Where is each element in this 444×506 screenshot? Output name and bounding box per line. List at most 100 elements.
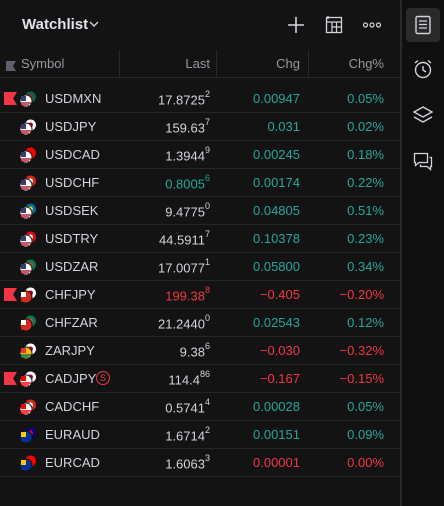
last-price-main: 1.6063 bbox=[165, 456, 205, 472]
currency-flag-icon bbox=[19, 147, 37, 164]
symbol-label: CADCHF bbox=[45, 399, 100, 414]
chat-icon[interactable] bbox=[406, 144, 440, 178]
change-value: 0.00245 bbox=[253, 147, 300, 162]
change-value: 0.02543 bbox=[253, 315, 300, 330]
plus-icon[interactable] bbox=[285, 14, 307, 36]
last-price-pip: 1 bbox=[204, 257, 210, 267]
last-price-pip: 2 bbox=[204, 425, 210, 435]
change-percent: 0.05% bbox=[347, 91, 384, 106]
change-percent: 0.09% bbox=[347, 427, 384, 442]
watchlist-row[interactable]: EURAUD 1.67142 0.00151 0.09% bbox=[0, 421, 400, 449]
last-price-main: 1.6714 bbox=[165, 428, 205, 444]
last-price: 1.39449 bbox=[165, 145, 210, 164]
currency-flag-icon bbox=[19, 175, 37, 192]
column-header-row: Symbol Last Chg Chg% bbox=[0, 50, 400, 78]
last-price-main: 1.3944 bbox=[165, 148, 205, 164]
last-price: 0.80056 bbox=[165, 173, 210, 192]
currency-flag-icon bbox=[19, 399, 37, 416]
change-percent: 0.18% bbox=[347, 147, 384, 162]
last-price-main: 17.8725 bbox=[157, 92, 205, 108]
last-price: 159.637 bbox=[165, 117, 210, 135]
change-value: 0.05800 bbox=[253, 259, 300, 274]
column-divider[interactable] bbox=[119, 50, 120, 78]
column-divider[interactable] bbox=[308, 50, 309, 78]
change-percent: −0.32% bbox=[339, 343, 384, 358]
panel-divider[interactable] bbox=[400, 0, 402, 506]
currency-flag-icon bbox=[19, 371, 37, 388]
watchlist-header: Watchlist bbox=[0, 0, 400, 50]
last-price-pip: 3 bbox=[204, 453, 210, 463]
change-value: 0.031 bbox=[267, 119, 300, 134]
change-value: 0.00028 bbox=[253, 399, 300, 414]
last-price-main: 9.38 bbox=[179, 344, 205, 360]
symbol-label: ZARJPY bbox=[45, 343, 95, 358]
change-value: 0.00947 bbox=[253, 91, 300, 106]
column-header-last[interactable]: Last bbox=[185, 56, 210, 71]
advanced-view-icon[interactable] bbox=[323, 14, 345, 36]
change-percent: 0.00% bbox=[347, 455, 384, 470]
last-price: 0.57414 bbox=[165, 397, 210, 416]
watchlist-row[interactable]: USDJPY 159.637 0.031 0.02% bbox=[0, 113, 400, 141]
last-price: 21.24400 bbox=[157, 313, 210, 332]
last-price: 17.00771 bbox=[158, 257, 210, 275]
layers-icon[interactable] bbox=[406, 98, 440, 132]
watchlist-row[interactable]: CHFJPY 199.388 −0.405 −0.20% bbox=[0, 281, 400, 309]
watchlist-row[interactable]: CADCHF 0.57414 0.00028 0.05% bbox=[0, 393, 400, 421]
last-price: 1.67142 bbox=[165, 425, 210, 444]
watchlist-row[interactable]: CHFZAR 21.24400 0.02543 0.12% bbox=[0, 309, 400, 337]
watchlist-row[interactable]: USDCAD 1.39449 0.00245 0.18% bbox=[0, 141, 400, 169]
column-header-chg[interactable]: Chg bbox=[276, 56, 300, 71]
last-price-main: 44.5911 bbox=[158, 232, 205, 248]
flag-marker-icon[interactable] bbox=[4, 288, 17, 301]
symbol-label: USDCHF bbox=[45, 175, 100, 190]
currency-flag-icon bbox=[19, 287, 37, 304]
last-price-pip: 6 bbox=[204, 341, 210, 351]
last-price-main: 0.5741 bbox=[165, 400, 205, 416]
watchlist-row[interactable]: USDMXN 17.87252 0.00947 0.05% bbox=[0, 85, 400, 113]
watchlist-row[interactable]: EURCAD 1.60633 0.00001 0.00% bbox=[0, 449, 400, 477]
column-header-chg-pct[interactable]: Chg% bbox=[348, 56, 384, 71]
change-percent: 0.22% bbox=[347, 175, 384, 190]
session-badge[interactable]: S bbox=[96, 371, 110, 385]
watchlist-title[interactable]: Watchlist bbox=[22, 16, 89, 33]
watchlist-row[interactable]: CADJPY S 114.486 −0.167 −0.15% bbox=[0, 365, 400, 393]
watchlist-row[interactable]: USDSEK 9.47750 0.04805 0.51% bbox=[0, 197, 400, 225]
last-price-pip: 0 bbox=[204, 201, 210, 211]
watchlist-row[interactable]: ZARJPY 9.386 −0.030 −0.32% bbox=[0, 337, 400, 365]
column-divider[interactable] bbox=[216, 50, 217, 78]
symbol-label: USDSEK bbox=[45, 203, 99, 218]
flag-marker-icon[interactable] bbox=[4, 92, 17, 105]
last-price-pip: 7 bbox=[204, 117, 210, 127]
flag-marker-icon[interactable] bbox=[6, 59, 16, 71]
last-price-main: 0.8005 bbox=[165, 176, 205, 192]
alarm-clock-icon[interactable] bbox=[406, 52, 440, 86]
more-icon[interactable] bbox=[361, 14, 383, 36]
change-percent: −0.15% bbox=[339, 371, 384, 386]
last-price-main: 9.4775 bbox=[165, 204, 205, 220]
currency-flag-icon bbox=[19, 427, 37, 444]
change-value: −0.405 bbox=[259, 287, 300, 302]
symbol-label: USDTRY bbox=[45, 231, 99, 246]
last-price: 199.388 bbox=[165, 285, 210, 303]
currency-flag-icon bbox=[19, 119, 37, 136]
watchlist-row[interactable]: USDTRY 44.59117 0.10378 0.23% bbox=[0, 225, 400, 253]
last-price-pip: 9 bbox=[204, 145, 210, 155]
watchlist-row[interactable]: USDCHF 0.80056 0.00174 0.22% bbox=[0, 169, 400, 197]
change-percent: 0.23% bbox=[347, 231, 384, 246]
flag-marker-icon[interactable] bbox=[4, 372, 17, 385]
symbol-label: CHFZAR bbox=[45, 315, 98, 330]
change-value: 0.00001 bbox=[253, 455, 300, 470]
change-percent: 0.34% bbox=[347, 259, 384, 274]
last-price: 114.486 bbox=[168, 369, 210, 387]
last-price-pip: 7 bbox=[204, 229, 210, 239]
watchlist-panel: Watchlist Symbol Last Chg Chg% USDMXN 17.… bbox=[0, 0, 400, 477]
watchlist-icon[interactable] bbox=[406, 8, 440, 42]
column-header-symbol[interactable]: Symbol bbox=[21, 56, 65, 71]
last-price-pip: 2 bbox=[204, 89, 210, 99]
currency-flag-icon bbox=[19, 91, 37, 108]
chevron-down-icon[interactable] bbox=[88, 17, 100, 29]
symbol-label: CHFJPY bbox=[45, 287, 96, 302]
last-price-pip: 4 bbox=[204, 397, 210, 407]
watchlist-row[interactable]: USDZAR 17.00771 0.05800 0.34% bbox=[0, 253, 400, 281]
last-price-main: 21.2440 bbox=[157, 316, 205, 332]
